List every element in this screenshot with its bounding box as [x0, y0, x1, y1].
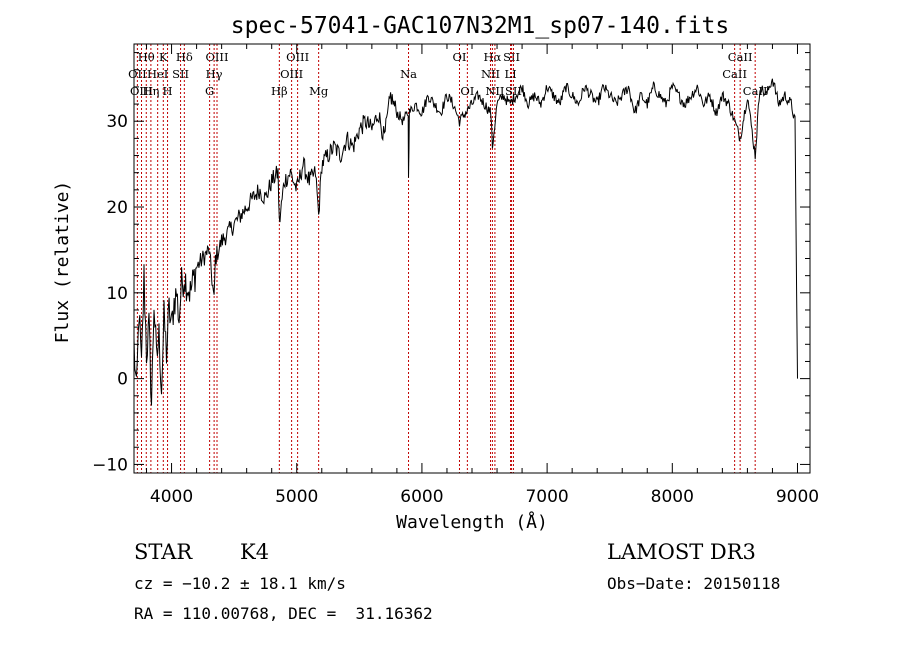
spectral-line-label-12: OIII: [286, 50, 309, 64]
x-tick-label-1: 5000: [275, 487, 318, 507]
spectral-line-label-8: Hδ: [176, 50, 193, 64]
y-tick-label-1: 0: [117, 370, 128, 390]
object-class: STAR: [134, 540, 193, 564]
spectral-line-label-27: CaII: [743, 84, 768, 98]
spectral-line-label-2: OIII: [130, 84, 153, 98]
y-tick-label-2: 10: [106, 284, 128, 304]
spectral-line-label-3: K: [159, 50, 168, 64]
spectral-line-label-18: OI: [460, 84, 474, 98]
x-tick-label-3: 7000: [525, 487, 568, 507]
spectral-line-label-9: OIII: [205, 50, 228, 64]
spectral-line-label-0: Hθ: [138, 50, 155, 64]
survey-name: LAMOST DR3: [607, 540, 756, 564]
chart-title: spec-57041-GAC107N32M1_sp07-140.fits: [231, 13, 730, 39]
obs-date: Obs−Date: 20150118: [607, 574, 781, 593]
spectral-line-label-6: SII: [172, 67, 189, 81]
y-tick-label-0: −10: [92, 455, 128, 475]
spectral-line-label-11: G: [205, 84, 214, 98]
spectral-line-label-5: Hη: [142, 84, 159, 98]
redshift-value: cz = −10.2 ± 18.1 km/s: [134, 574, 346, 593]
spectral-line-label-7: H: [163, 84, 173, 98]
x-tick-label-0: 4000: [150, 487, 193, 507]
flux-line: [133, 78, 798, 406]
spectral-line-label-26: CaII: [722, 67, 747, 81]
spectral-line-label-4: HeI: [147, 67, 168, 81]
x-tick-label-2: 6000: [400, 487, 443, 507]
spectral-line-label-1: OII: [128, 67, 147, 81]
spectral-line-markers: Hθ OII OIII K HeI Hη SII H Hδ OIII Hγ G OIII OIII Hβ Mg…: [128, 44, 768, 473]
axes: 4000 5000 6000 7000 8000 9000 −10 0 10 20 30: [92, 43, 819, 507]
x-axis-label: Wavelength (Å): [396, 511, 548, 533]
object-subclass: K4: [240, 540, 270, 564]
spectral-line-label-16: Na: [400, 67, 417, 81]
spectral-line-label-15: Mg: [309, 84, 329, 98]
coordinates: RA = 110.00768, DEC = 31.16362: [134, 604, 433, 623]
flux-series: [133, 78, 798, 406]
spectral-line-label-23: LI: [504, 67, 516, 81]
spectral-line-label-13: OIII: [280, 67, 303, 81]
y-tick-label-4: 30: [106, 112, 128, 132]
y-axis-label: Flux (relative): [52, 181, 73, 344]
spectral-line-label-20: NII: [481, 67, 500, 81]
spectral-line-label-19: Hα: [484, 50, 502, 64]
spectral-line-label-25: CaII: [728, 50, 753, 64]
spectral-line-label-22: SII: [503, 50, 520, 64]
spectral-line-label-10: Hγ: [206, 67, 223, 81]
x-tick-label-4: 8000: [651, 487, 694, 507]
x-tick-label-5: 9000: [776, 487, 819, 507]
spectral-line-label-21: NII: [485, 84, 504, 98]
plot-frame: [133, 43, 811, 474]
spectral-line-label-17: OI: [452, 50, 466, 64]
spectral-line-label-14: Hβ: [271, 84, 288, 98]
y-tick-label-3: 20: [106, 198, 128, 218]
